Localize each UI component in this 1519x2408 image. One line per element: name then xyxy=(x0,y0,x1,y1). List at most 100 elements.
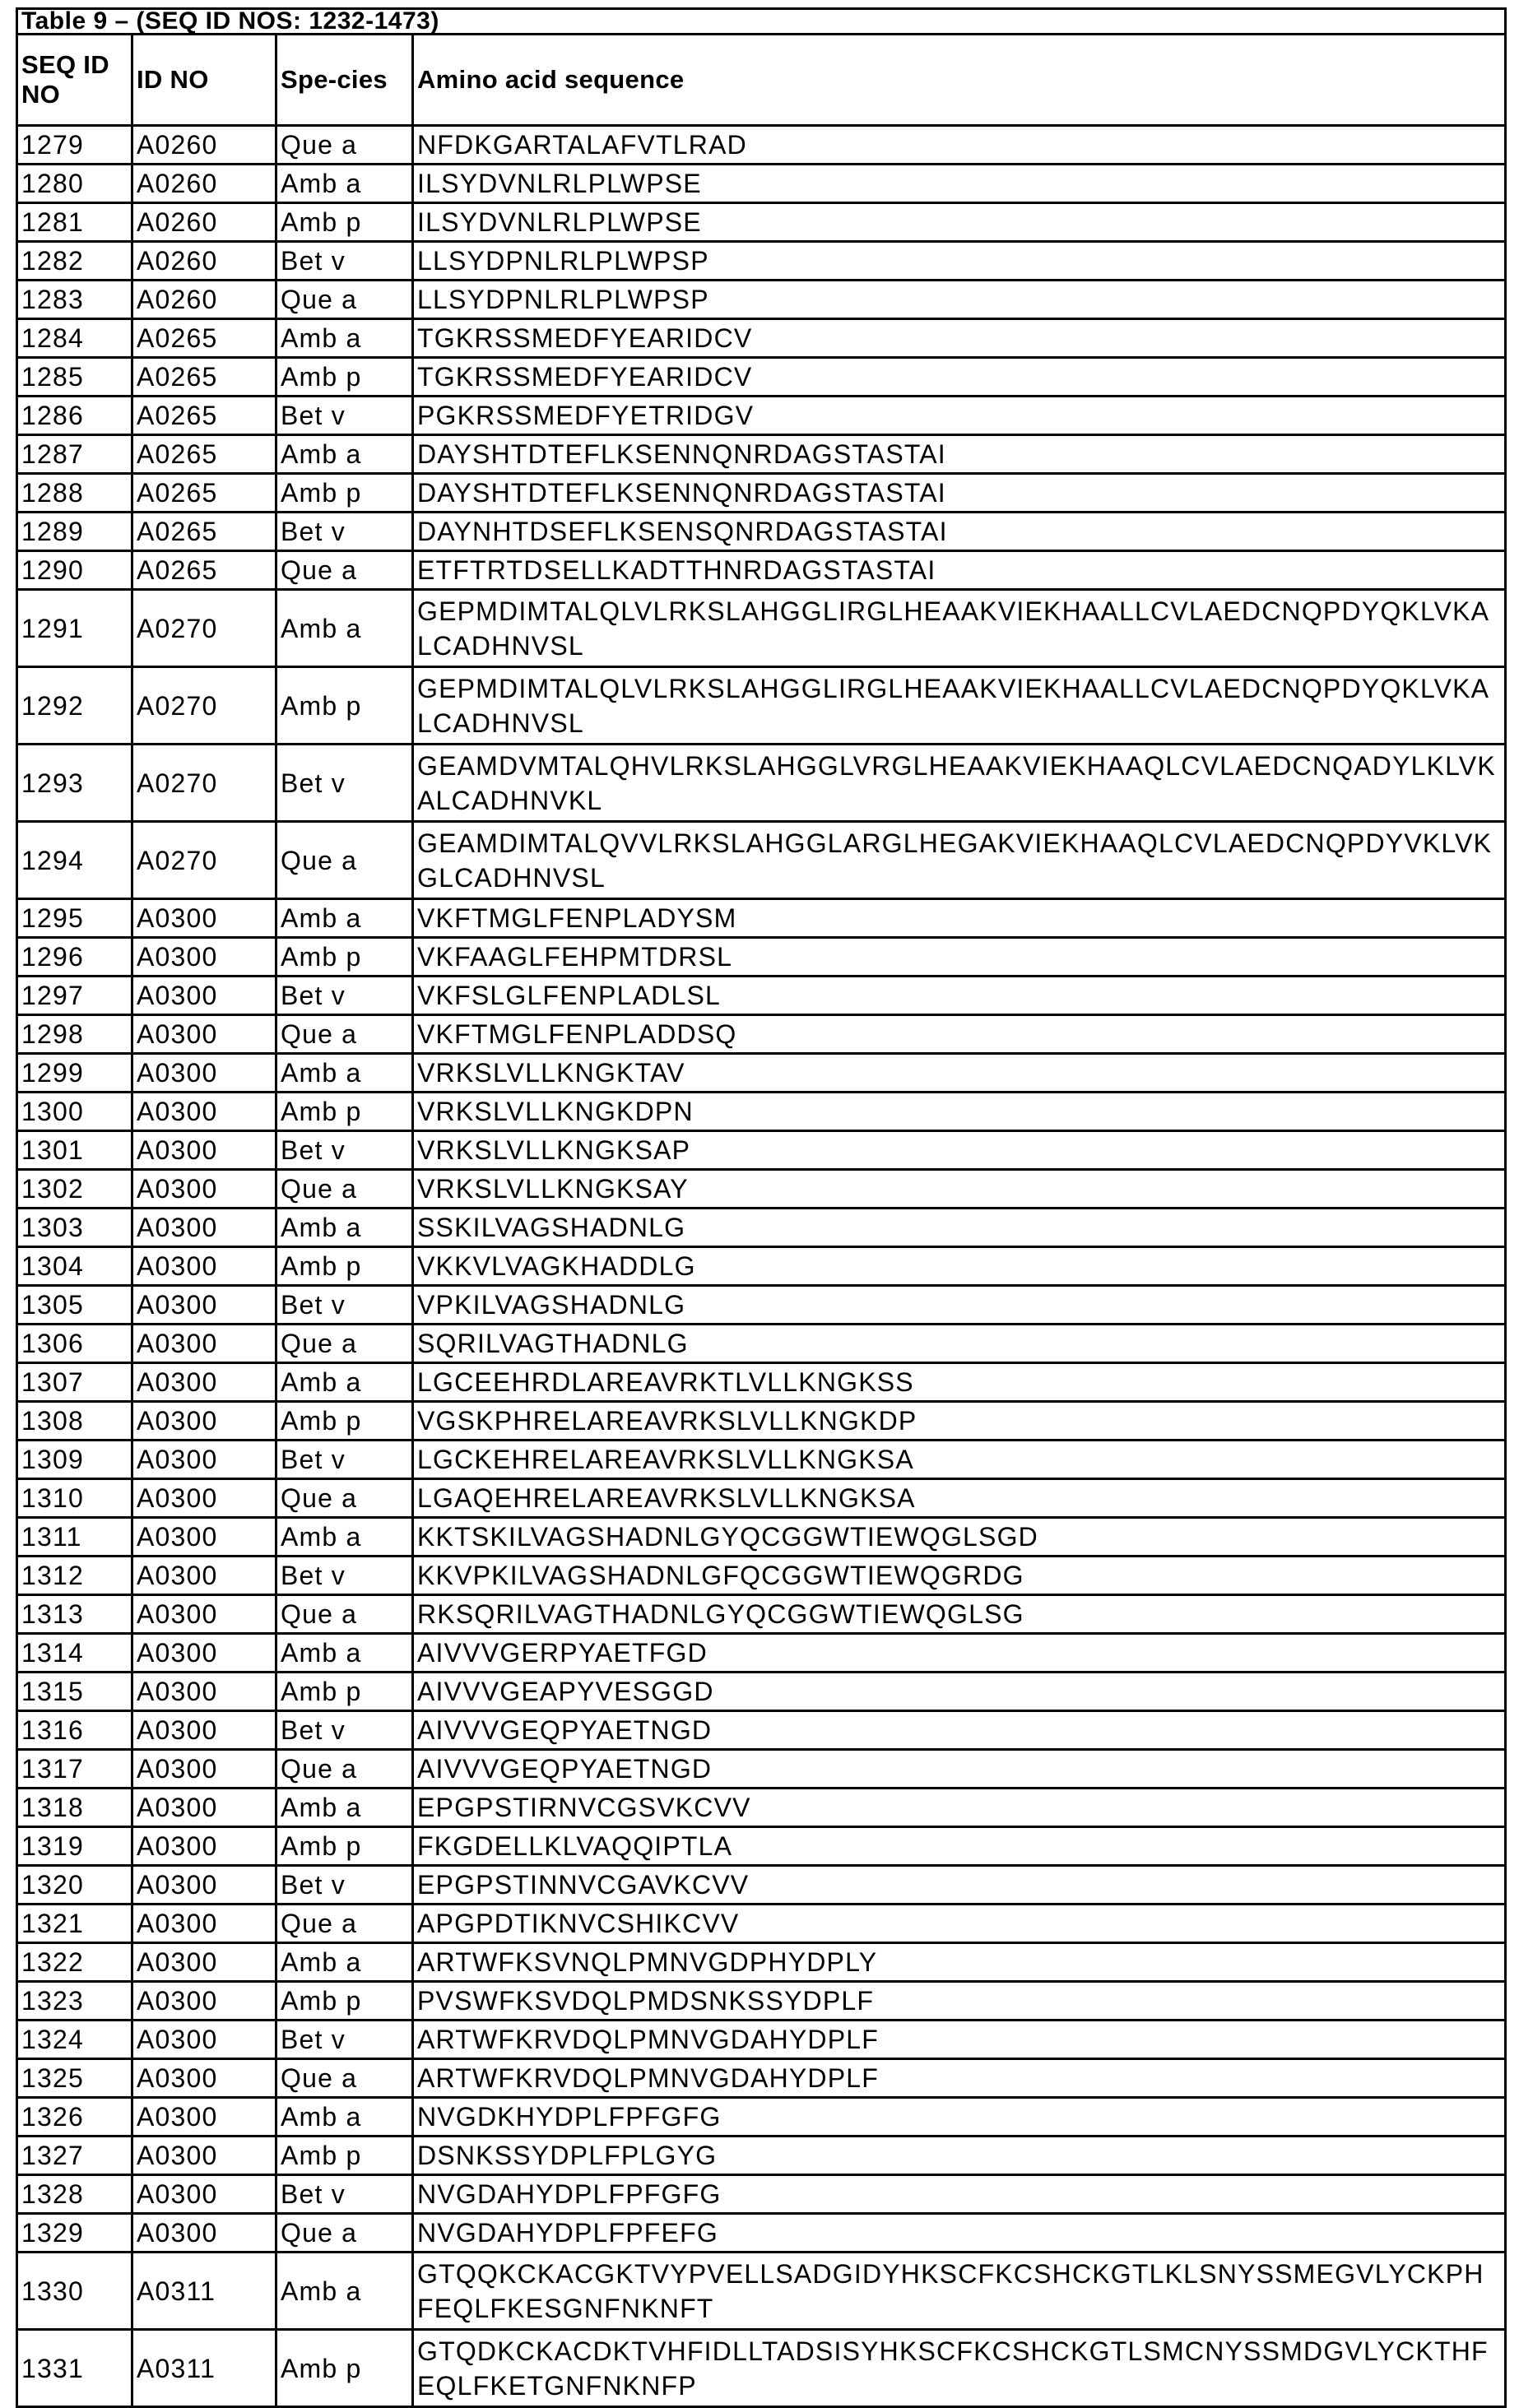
species-cell: Amb a xyxy=(276,899,413,938)
table-row: 1312A0300Bet vKKVPKILVAGSHADNLGFQCGGWTIE… xyxy=(17,1557,1506,1595)
id-no-cell: A0300 xyxy=(132,1866,276,1905)
sequence-cell: GEPMDIMTALQLVLRKSLAHGGLIRGLHEAAKVIEKHAAL… xyxy=(413,590,1506,667)
sequence-cell: APGPDTIKNVCSHIKCVV xyxy=(413,1905,1506,1943)
seq-id-cell: 1311 xyxy=(17,1518,132,1557)
species-cell: Amb p xyxy=(276,1827,413,1866)
species-cell: Que a xyxy=(276,281,413,319)
sequence-cell: NVGDKHYDPLFPFGFG xyxy=(413,2098,1506,2137)
seq-id-cell: 1281 xyxy=(17,203,132,242)
species-cell: Que a xyxy=(276,1750,413,1789)
sequence-cell: DAYSHTDTEFLKSENNQNRDAGSTASTAI xyxy=(413,435,1506,474)
seq-id-cell: 1330 xyxy=(17,2253,132,2330)
species-cell: Amb a xyxy=(276,1634,413,1673)
id-no-cell: A0300 xyxy=(132,2175,276,2214)
seq-id-cell: 1302 xyxy=(17,1170,132,1209)
sequence-cell: ILSYDVNLRLPLWPSE xyxy=(413,203,1506,242)
seq-id-cell: 1319 xyxy=(17,1827,132,1866)
seq-id-cell: 1279 xyxy=(17,126,132,165)
table-row: 1316A0300Bet vAIVVVGEQPYAETNGD xyxy=(17,1711,1506,1750)
table-row: 1326A0300Amb aNVGDKHYDPLFPFGFG xyxy=(17,2098,1506,2137)
table-row: 1306A0300Que aSQRILVAGTHADNLG xyxy=(17,1325,1506,1363)
species-cell: Amb a xyxy=(276,1518,413,1557)
table-row: 1288A0265Amb pDAYSHTDTEFLKSENNQNRDAGSTAS… xyxy=(17,474,1506,513)
table-row: 1329A0300Que aNVGDAHYDPLFPFEFG xyxy=(17,2214,1506,2253)
id-no-cell: A0300 xyxy=(132,2214,276,2253)
seq-id-cell: 1301 xyxy=(17,1131,132,1170)
seq-id-cell: 1306 xyxy=(17,1325,132,1363)
id-no-cell: A0270 xyxy=(132,590,276,667)
species-cell: Que a xyxy=(276,2059,413,2098)
species-cell: Bet v xyxy=(276,977,413,1015)
sequence-cell: NVGDAHYDPLFPFGFG xyxy=(413,2175,1506,2214)
table-row: 1313A0300Que aRKSQRILVAGTHADNLGYQCGGWTIE… xyxy=(17,1595,1506,1634)
sequence-cell: DAYNHTDSEFLKSENSQNRDAGSTASTAI xyxy=(413,513,1506,551)
seq-id-cell: 1298 xyxy=(17,1015,132,1054)
sequence-cell: TGKRSSMEDFYEARIDCV xyxy=(413,358,1506,397)
seq-id-cell: 1316 xyxy=(17,1711,132,1750)
id-no-cell: A0300 xyxy=(132,1905,276,1943)
table-row: 1293A0270Bet vGEAMDVMTALQHVLRKSLAHGGLVRG… xyxy=(17,745,1506,822)
seq-id-cell: 1289 xyxy=(17,513,132,551)
sequence-cell: ARTWFKRVDQLPMNVGDAHYDPLF xyxy=(413,2059,1506,2098)
seq-id-cell: 1315 xyxy=(17,1673,132,1711)
species-cell: Amb a xyxy=(276,1943,413,1982)
seq-id-cell: 1283 xyxy=(17,281,132,319)
sequence-cell: AIVVVGEQPYAETNGD xyxy=(413,1711,1506,1750)
id-no-cell: A0300 xyxy=(132,1402,276,1441)
species-cell: Amb p xyxy=(276,358,413,397)
species-cell: Amb a xyxy=(276,2253,413,2330)
species-cell: Amb a xyxy=(276,1209,413,1247)
species-cell: Bet v xyxy=(276,242,413,281)
seq-id-cell: 1295 xyxy=(17,899,132,938)
sequence-cell: ARTWFKSVNQLPMNVGDPHYDPLY xyxy=(413,1943,1506,1982)
seq-id-cell: 1309 xyxy=(17,1441,132,1479)
table-row: 1279A0260Que aNFDKGARTALAFVTLRAD xyxy=(17,126,1506,165)
id-no-cell: A0300 xyxy=(132,1441,276,1479)
sequence-cell: VGSKPHRELAREAVRKSLVLLKNGKDP xyxy=(413,1402,1506,1441)
table-row: 1280A0260Amb aILSYDVNLRLPLWPSE xyxy=(17,165,1506,203)
seq-id-cell: 1292 xyxy=(17,667,132,745)
seq-id-cell: 1331 xyxy=(17,2330,132,2407)
table-row: 1318A0300Amb aEPGPSTIRNVCGSVKCVV xyxy=(17,1789,1506,1827)
sequence-table: Table 9 – (SEQ ID NOS: 1232-1473) SEQ ID… xyxy=(16,7,1507,2408)
sequence-cell: AIVVVGEQPYAETNGD xyxy=(413,1750,1506,1789)
sequence-cell: LLSYDPNLRLPLWPSP xyxy=(413,281,1506,319)
sequence-cell: GTQQKCKACGKTVYPVELLSADGIDYHKSCFKCSHCKGTL… xyxy=(413,2253,1506,2330)
id-no-cell: A0311 xyxy=(132,2253,276,2330)
table-row: 1290A0265Que aETFTRTDSELLKADTTHNRDAGSTAS… xyxy=(17,551,1506,590)
seq-id-cell: 1291 xyxy=(17,590,132,667)
seq-id-cell: 1328 xyxy=(17,2175,132,2214)
id-no-cell: A0300 xyxy=(132,1982,276,2021)
header-id-no: ID NO xyxy=(132,35,276,126)
id-no-cell: A0265 xyxy=(132,358,276,397)
table-row: 1284A0265Amb aTGKRSSMEDFYEARIDCV xyxy=(17,319,1506,358)
table-row: 1319A0300Amb pFKGDELLKLVAQQIPTLA xyxy=(17,1827,1506,1866)
table-row: 1324A0300Bet vARTWFKRVDQLPMNVGDAHYDPLF xyxy=(17,2021,1506,2059)
id-no-cell: A0260 xyxy=(132,126,276,165)
seq-id-cell: 1287 xyxy=(17,435,132,474)
sequence-cell: VKFTMGLFENPLADDSQ xyxy=(413,1015,1506,1054)
sequence-cell: GEPMDIMTALQLVLRKSLAHGGLIRGLHEAAKVIEKHAAL… xyxy=(413,667,1506,745)
species-cell: Que a xyxy=(276,1595,413,1634)
sequence-cell: VRKSLVLLKNGKTAV xyxy=(413,1054,1506,1093)
seq-id-cell: 1317 xyxy=(17,1750,132,1789)
species-cell: Que a xyxy=(276,2214,413,2253)
sequence-cell: SQRILVAGTHADNLG xyxy=(413,1325,1506,1363)
sequence-cell: KKVPKILVAGSHADNLGFQCGGWTIEWQGRDG xyxy=(413,1557,1506,1595)
species-cell: Amb a xyxy=(276,1054,413,1093)
table-row: 1321A0300Que aAPGPDTIKNVCSHIKCVV xyxy=(17,1905,1506,1943)
table-row: 1291A0270Amb aGEPMDIMTALQLVLRKSLAHGGLIRG… xyxy=(17,590,1506,667)
table-row: 1300A0300Amb pVRKSLVLLKNGKDPN xyxy=(17,1093,1506,1131)
id-no-cell: A0300 xyxy=(132,1595,276,1634)
id-no-cell: A0270 xyxy=(132,745,276,822)
table-row: 1298A0300Que aVKFTMGLFENPLADDSQ xyxy=(17,1015,1506,1054)
species-cell: Amb p xyxy=(276,1093,413,1131)
table-row: 1314A0300Amb aAIVVVGERPYAETFGD xyxy=(17,1634,1506,1673)
table-row: 1299A0300Amb aVRKSLVLLKNGKTAV xyxy=(17,1054,1506,1093)
seq-id-cell: 1322 xyxy=(17,1943,132,1982)
id-no-cell: A0300 xyxy=(132,1673,276,1711)
id-no-cell: A0300 xyxy=(132,1557,276,1595)
header-amino-acid-sequence: Amino acid sequence xyxy=(413,35,1506,126)
id-no-cell: A0300 xyxy=(132,1286,276,1325)
sequence-cell: VRKSLVLLKNGKSAP xyxy=(413,1131,1506,1170)
